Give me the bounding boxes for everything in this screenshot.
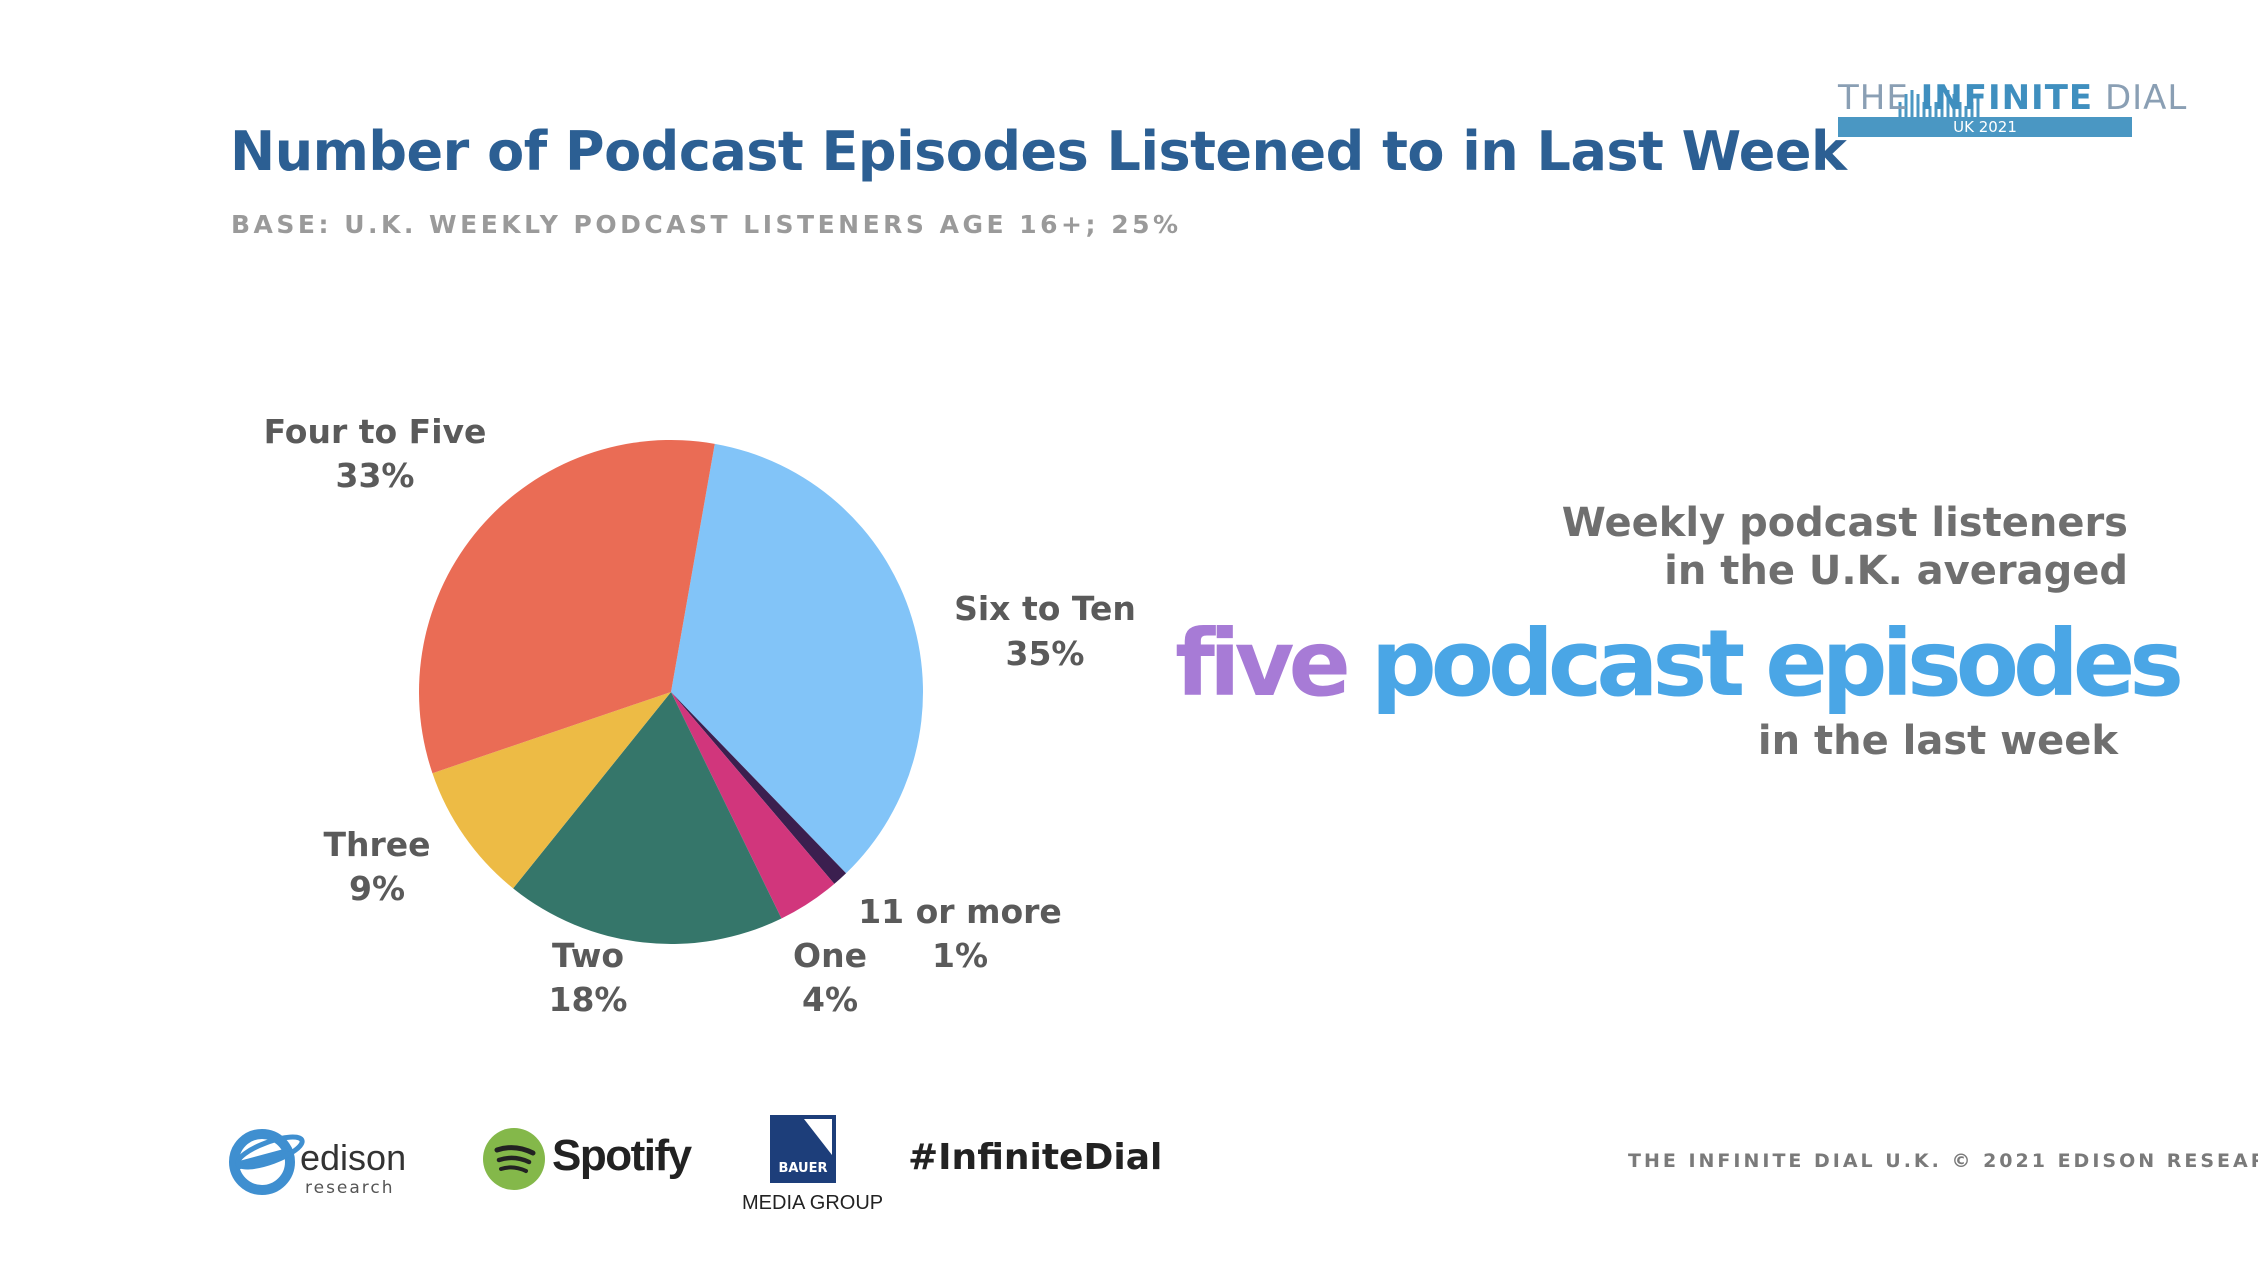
pie-label-value: 4% [802,980,858,1019]
bauer-wordmark: MEDIA GROUP [742,1192,884,1214]
callout-line-4: in the last week [1757,718,2118,764]
callout-highlight: five podcast episodes [1174,610,2184,717]
callout-line-1: Weekly podcast listeners [1561,500,2128,546]
infinite-dial-edition: UK 2021 [1838,117,2132,137]
copyright: THE INFINITE DIAL U.K. © 2021 EDISON RES… [1628,1150,2258,1172]
pie-slice-two [513,692,782,944]
hashtag: #InfiniteDial [908,1137,1163,1178]
page-title: Number of Podcast Episodes Listened to i… [230,120,1847,183]
pie-label-category: 11 or more [858,892,1062,931]
pie-label-value: 1% [932,936,988,975]
pie-slice-four-to-five [418,439,715,774]
callout-highlight-five: five [1174,610,1351,717]
pie-slice-one [671,692,835,919]
pie-label-category: Four to Five [264,412,487,451]
callout-highlight-episodes: podcast episodes [1344,610,2184,717]
pie-label-category: Two [552,936,624,975]
pie-chart: Six to Ten 35% 11 or more 1% One 4% Two 18% Thre… [264,412,1136,1019]
spotify-wordmark: Spotify [552,1131,692,1180]
pie-label-value: 9% [349,869,405,908]
pie-label-category: One [793,936,867,975]
edison-logo-icon [229,1129,305,1195]
edison-wordmark: edison [300,1137,407,1178]
pie-label-value: 33% [336,456,415,495]
spotify-logo-icon [483,1128,545,1190]
pie-slice-three [432,692,671,889]
pie-slice-six-to-ten [671,443,923,874]
edison-subtext: research [305,1178,395,1198]
pie-label-category: Three [323,825,430,864]
base-subtitle: BASE: U.K. WEEKLY PODCAST LISTENERS AGE … [231,210,1182,239]
pie-label-value: 18% [549,980,628,1019]
bauer-logo-icon [770,1115,836,1183]
pie-slice-11-or-more [671,692,847,884]
pie-label-category: Six to Ten [954,589,1136,628]
bauer-logo-mark: BAUER [778,1161,828,1176]
pie-label-value: 35% [1006,634,1085,673]
infinite-dial-logo-text: THE INFINITE DIAL [1838,78,2188,118]
callout-line-2: in the U.K. averaged [1664,548,2128,594]
